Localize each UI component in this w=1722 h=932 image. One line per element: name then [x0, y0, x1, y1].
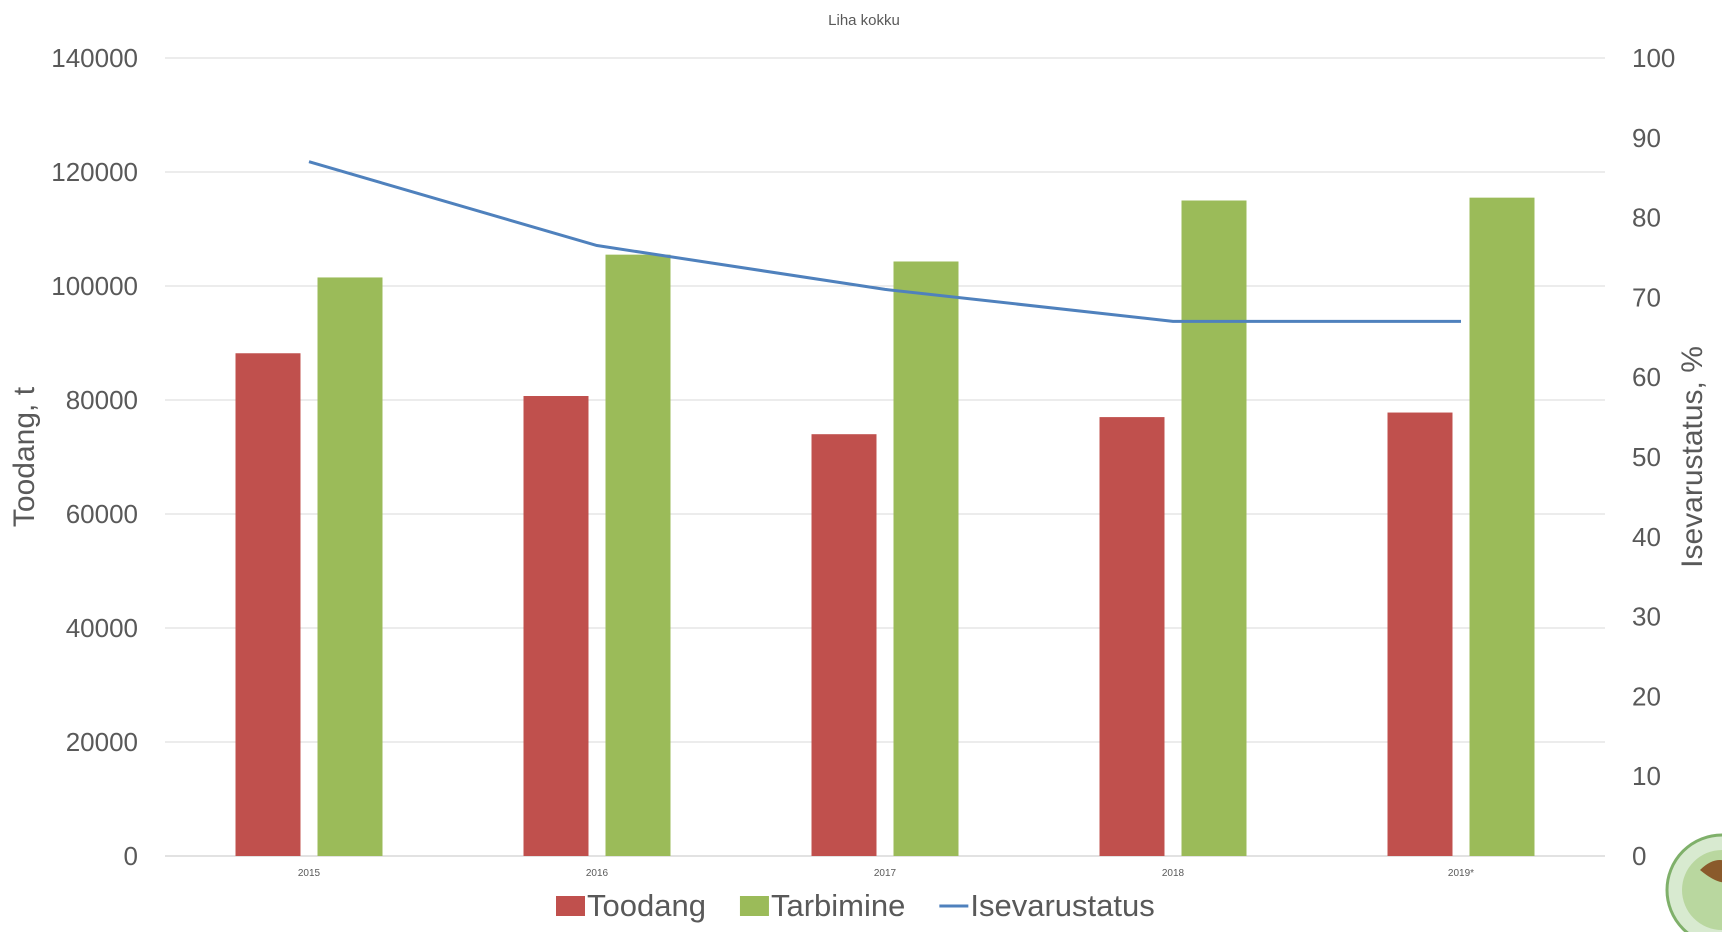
gridlines [165, 57, 1605, 857]
bar-tarbimine-2015 [317, 277, 383, 856]
right-tick-label: 20 [1632, 681, 1661, 711]
x-tick-label: 2019* [1448, 868, 1474, 879]
x-tick-label: 2018 [1162, 868, 1185, 879]
bar-tarbimine-2016 [605, 254, 671, 856]
right-tick-label: 90 [1632, 123, 1661, 153]
right-axis-label: Isevarustatus, % [1676, 346, 1709, 568]
right-tick-label: 70 [1632, 282, 1661, 312]
left-tick-label: 20000 [66, 727, 138, 757]
right-tick-label: 100 [1632, 43, 1675, 73]
left-axis-label: Toodang, t [8, 386, 41, 527]
legend: Toodang Tarbimine Isevarustatus [556, 888, 1155, 923]
legend-label-isevarustatus: Isevarustatus [970, 888, 1154, 923]
right-tick-label: 10 [1632, 761, 1661, 791]
right-tick-label: 80 [1632, 203, 1661, 233]
left-tick-label: 120000 [51, 157, 138, 187]
bar-toodang-2019* [1387, 412, 1453, 856]
legend-label-tarbimine: Tarbimine [771, 888, 905, 923]
bar-tarbimine-2017 [893, 261, 959, 856]
x-axis-ticks: 2015 2016 2017 2018 2019* [298, 868, 1474, 879]
right-tick-label: 30 [1632, 602, 1661, 632]
bar-toodang-2016 [523, 396, 589, 856]
left-tick-label: 100000 [51, 271, 138, 301]
chart-title: Liha kokku [828, 12, 900, 29]
right-tick-label: 0 [1632, 841, 1646, 871]
bars [235, 197, 1535, 856]
x-tick-label: 2016 [586, 868, 609, 879]
left-tick-label: 80000 [66, 385, 138, 415]
bar-toodang-2017 [811, 434, 877, 856]
legend-swatch-tarbimine [739, 896, 769, 916]
line-series [308, 160, 1462, 323]
x-tick-label: 2017 [874, 868, 897, 879]
bar-toodang-2018 [1099, 417, 1165, 856]
left-tick-label: 40000 [66, 613, 138, 643]
left-axis-ticks: 0 20000 40000 60000 80000 100000 120000 140000 [51, 43, 138, 871]
right-tick-label: 60 [1632, 362, 1661, 392]
right-tick-label: 40 [1632, 522, 1661, 552]
line-isevarustatus [308, 160, 1461, 323]
legend-swatch-toodang [556, 896, 585, 916]
left-tick-label: 140000 [51, 43, 138, 73]
logo [1665, 833, 1722, 932]
right-tick-label: 50 [1632, 442, 1661, 472]
right-axis-ticks: 0 10 20 30 40 50 60 70 80 90 100 [1632, 43, 1675, 871]
legend-label-toodang: Toodang [587, 888, 706, 923]
x-tick-label: 2015 [298, 868, 321, 879]
bar-tarbimine-2018 [1181, 200, 1247, 856]
left-tick-label: 0 [124, 841, 138, 871]
bar-tarbimine-2019* [1469, 197, 1535, 856]
left-tick-label: 60000 [66, 499, 138, 529]
bar-toodang-2015 [235, 353, 301, 856]
